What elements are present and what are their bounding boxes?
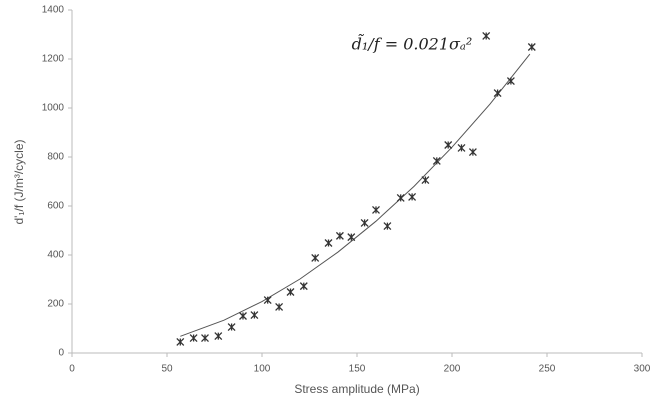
data-point [263,296,272,305]
data-point [421,176,430,184]
y-tick-label: 1400 [42,5,65,16]
data-point [250,311,259,319]
data-point [335,231,344,240]
y-tick-label: 200 [47,299,64,310]
data-point [432,156,441,165]
fit-curve [180,53,531,337]
data-point [493,89,502,98]
data-point [189,334,198,343]
data-point [227,323,236,331]
data-point [457,143,466,152]
data-point [506,77,515,86]
data-point [482,32,491,40]
data-point [527,43,536,51]
x-tick-label: 300 [634,364,651,375]
data-point [201,334,209,343]
data-point [239,312,247,320]
x-axis-label: Stress amplitude (MPa) [294,382,419,396]
data-point [299,282,308,291]
x-tick-label: 0 [69,364,75,375]
x-tick-label: 50 [161,364,173,375]
data-point [286,288,295,296]
y-tick-label: 600 [47,201,64,212]
data-point [311,253,320,262]
data-point [275,302,284,311]
y-tick-label: 1000 [42,103,65,114]
y-tick-label: 0 [58,348,64,359]
data-point [214,332,223,341]
fit-equation: d̃₁/f = 0.021σₐ² [352,33,473,53]
data-point [408,192,417,201]
data-point [468,148,477,157]
data-point [444,141,453,149]
data-point [372,205,380,214]
x-tick-label: 150 [349,364,366,375]
data-point [176,338,185,346]
data-point [383,222,392,231]
x-tick-label: 200 [444,364,461,375]
y-axis-label: d'₁/f (J/m³/cycle) [12,139,26,224]
x-tick-label: 100 [254,364,271,375]
y-tick-label: 400 [47,250,64,261]
data-point [396,193,405,202]
y-tick-label: 1200 [42,54,65,65]
data-point [360,218,369,227]
y-tick-label: 800 [47,152,64,163]
data-point [324,239,333,247]
x-tick-label: 250 [539,364,556,375]
data-point [347,233,356,242]
